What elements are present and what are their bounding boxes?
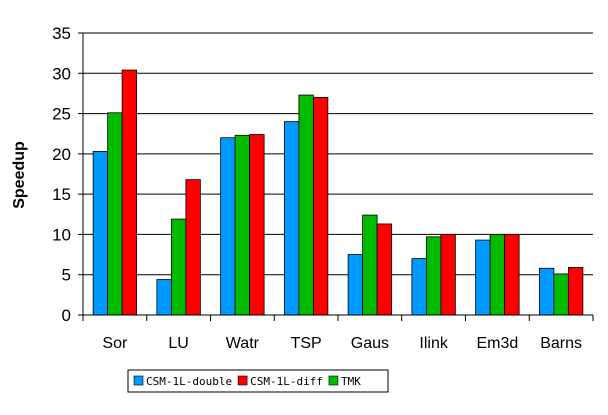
- legend: CSM-1L-double CSM-1L-diff TMK: [127, 369, 389, 393]
- bar-csm-1l-diff-lu: [185, 179, 201, 316]
- bar-csm-1l-double-gaus: [347, 254, 364, 316]
- x-tick-label: Barns: [540, 335, 582, 352]
- bar-csm-1l-diff-em3d: [504, 234, 520, 316]
- y-tick-label: 20: [52, 145, 71, 164]
- legend-swatch-csm-1l-diff: [237, 375, 248, 386]
- bar-csm-1l-double-lu: [156, 279, 172, 316]
- y-tick-label: 5: [62, 266, 71, 285]
- y-axis-title: Speedup: [11, 141, 28, 209]
- x-tick-label: Watr: [226, 335, 260, 352]
- gridlines: [83, 32, 593, 276]
- axes: [78, 32, 594, 321]
- y-tick-label: 10: [52, 225, 71, 244]
- bar-csm-1l-double-sor: [92, 151, 109, 316]
- x-tick-labels: Sor LU Watr TSP Gaus Ilink Em3d Barns: [102, 335, 582, 352]
- x-tick-label: Sor: [102, 335, 128, 352]
- bar-csm-1l-double-tsp: [283, 121, 300, 316]
- legend-swatch-csm-1l-double: [133, 375, 144, 386]
- legend-label-csm-1l-double: CSM-1L-double: [146, 375, 232, 388]
- y-tick-label: 25: [52, 105, 71, 124]
- y-tick-label: 30: [52, 64, 71, 83]
- bar-csm-1l-diff-barns: [567, 267, 584, 316]
- legend-swatch-tmk: [328, 375, 339, 386]
- x-tick-label: Em3d: [476, 335, 518, 352]
- bar-csm-1l-diff-ilink: [440, 234, 456, 316]
- x-tick-label: Ilink: [419, 335, 448, 352]
- bar-tmk-ilink: [425, 236, 442, 316]
- bars: [92, 69, 584, 316]
- x-tick-label: TSP: [291, 335, 322, 352]
- y-tick-label: 0: [62, 306, 71, 325]
- legend-label-tmk: TMK: [341, 375, 361, 388]
- bar-csm-1l-diff-watr: [249, 134, 265, 316]
- x-tick-label: LU: [168, 335, 188, 352]
- bar-tmk-watr: [234, 134, 251, 316]
- bar-csm-1l-double-em3d: [475, 239, 491, 316]
- bar-csm-1l-double-watr: [220, 137, 236, 316]
- bar-tmk-tsp: [298, 94, 314, 316]
- x-tick-label: Gaus: [351, 335, 389, 352]
- y-tick-labels: 0 5 10 15 20 25 30 35: [52, 24, 71, 325]
- y-tick-label: 15: [52, 185, 71, 204]
- y-tick-label: 35: [52, 24, 71, 43]
- bar-tmk-barns: [553, 273, 569, 316]
- bar-csm-1l-double-barns: [538, 267, 555, 316]
- bar-tmk-sor: [107, 112, 123, 316]
- bar-tmk-lu: [170, 218, 187, 316]
- bar-csm-1l-diff-tsp: [312, 97, 329, 316]
- bar-csm-1l-double-ilink: [411, 258, 427, 316]
- bar-csm-1l-diff-gaus: [376, 223, 393, 316]
- bar-tmk-gaus: [362, 214, 378, 316]
- legend-box: [127, 369, 389, 393]
- bar-tmk-em3d: [489, 234, 506, 316]
- legend-label-csm-1l-diff: CSM-1L-diff: [250, 375, 323, 388]
- bar-csm-1l-diff-sor: [121, 69, 138, 316]
